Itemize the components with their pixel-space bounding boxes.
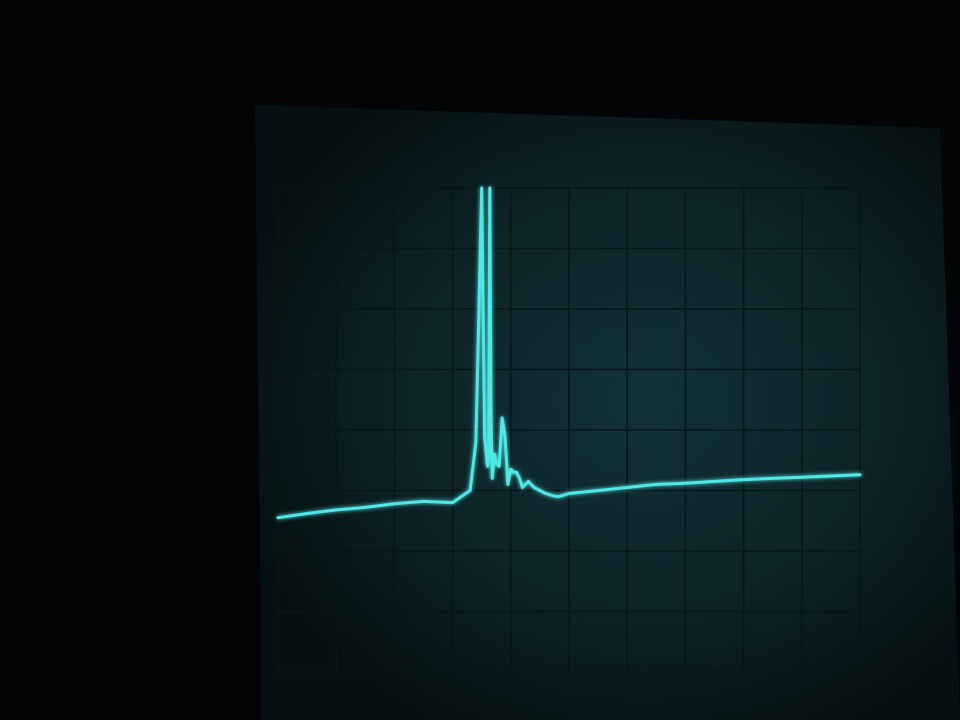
crt-screen [255,105,960,720]
signal-trace [276,186,862,520]
graticule-grid [277,187,861,673]
